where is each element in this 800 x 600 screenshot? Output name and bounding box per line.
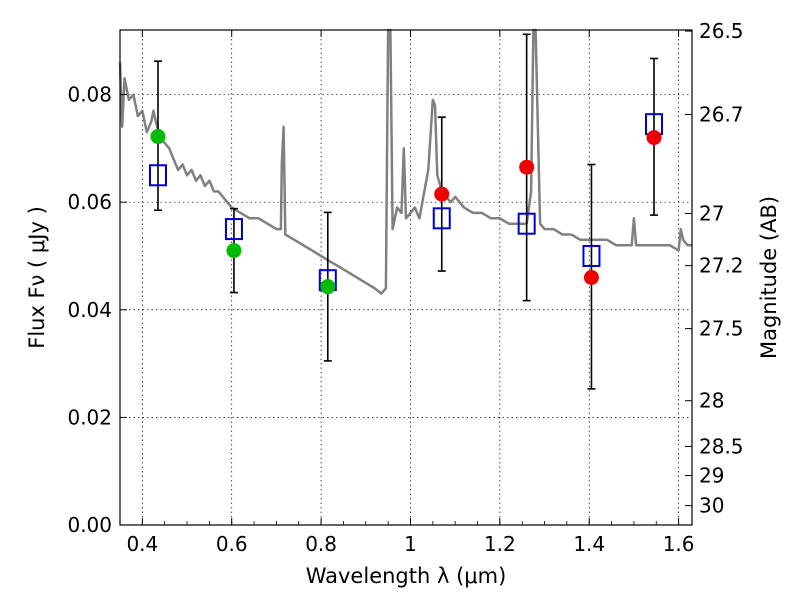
observed-flux-point — [519, 159, 535, 175]
model-photometry-square — [148, 164, 167, 187]
model-photometry-square — [224, 218, 243, 241]
mag-tick-label: 29 — [699, 464, 724, 488]
observed-flux-point — [226, 243, 242, 259]
plot-frame — [119, 29, 693, 526]
observed-flux-point — [320, 279, 336, 295]
x-axis-label: Wavelength λ (μm) — [306, 564, 507, 588]
model-photometry-square — [432, 207, 451, 230]
model-photometry-square — [582, 244, 601, 267]
x-tick-label: 0.6 — [216, 532, 248, 556]
x-tick-label: 1.6 — [663, 532, 695, 556]
grid — [120, 30, 692, 526]
y-tick-label: 0.00 — [67, 513, 112, 537]
mag-tick-label: 30 — [699, 494, 724, 518]
model-sed-line — [118, 28, 692, 295]
x-tick-label: 0.8 — [305, 532, 337, 556]
mag-tick-label: 28 — [699, 389, 724, 413]
x-tick-label: 1.2 — [484, 532, 516, 556]
observed-flux-points — [150, 129, 662, 295]
model-sed-path — [118, 28, 692, 295]
observed-flux-point — [583, 270, 599, 285]
y-tick-label: 0.08 — [67, 83, 112, 107]
y-axis-right-label: Magnitude (AB) — [757, 196, 781, 359]
mag-tick-label: 28.5 — [699, 434, 744, 458]
x-tick-label: 0.4 — [126, 532, 158, 556]
mag-tick-label: 27.2 — [699, 254, 744, 278]
mag-tick-label: 27 — [699, 201, 724, 225]
y-tick-label: 0.06 — [67, 190, 112, 214]
x-tick-label: 1 — [404, 532, 417, 556]
observed-flux-point — [646, 130, 662, 146]
x-tick-label: 1.4 — [573, 532, 605, 556]
mag-tick-label: 26.5 — [699, 19, 744, 43]
y-tick-label: 0.02 — [67, 405, 112, 429]
mag-tick-label: 27.5 — [699, 317, 744, 341]
observed-flux-point — [150, 129, 166, 145]
y-axis-label: Flux Fν ( μJy ) — [25, 206, 49, 349]
model-photometry-square — [517, 212, 536, 235]
mag-tick-label: 26.7 — [699, 102, 744, 126]
axis-ticks: 0.4 0.6 0.8 1 1.2 1.4 1.6 0.00 0.02 0.04 0.06 0.08 2… — [67, 19, 743, 556]
observed-flux-point — [434, 186, 450, 202]
y-tick-label: 0.04 — [67, 298, 112, 322]
